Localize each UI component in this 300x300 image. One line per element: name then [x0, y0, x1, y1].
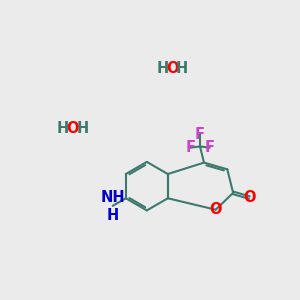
Text: O: O: [67, 121, 79, 136]
Text: H: H: [176, 61, 188, 76]
Text: H: H: [76, 121, 89, 136]
Text: H: H: [107, 208, 119, 223]
Text: O: O: [166, 61, 178, 76]
Text: F: F: [205, 140, 214, 155]
Text: F: F: [185, 140, 195, 155]
Text: H: H: [57, 121, 69, 136]
Text: O: O: [209, 202, 222, 217]
Text: NH: NH: [100, 190, 125, 205]
Text: F: F: [195, 127, 205, 142]
Text: H: H: [156, 61, 169, 76]
Text: O: O: [243, 190, 255, 205]
